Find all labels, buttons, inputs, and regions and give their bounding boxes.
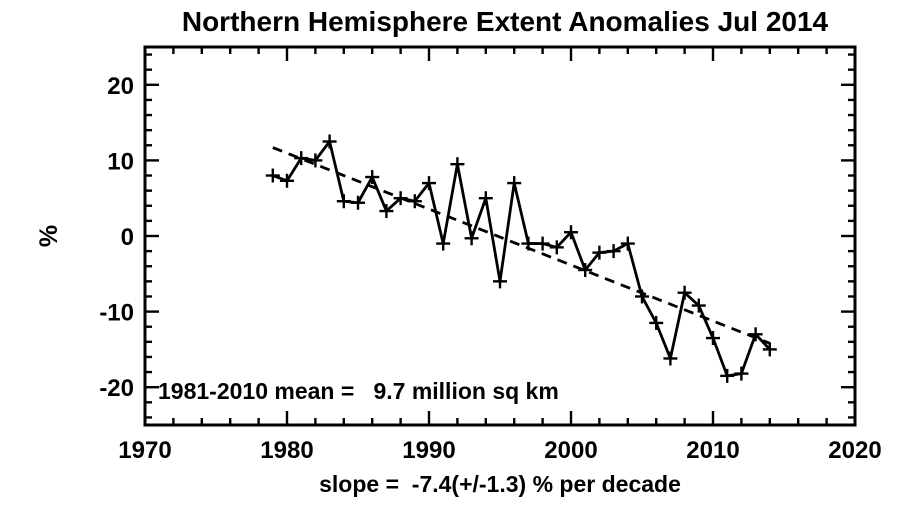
- x-tick-label: 1970: [118, 437, 171, 464]
- y-axis-label: %: [35, 225, 63, 247]
- mean-annotation: 1981-2010 mean = 9.7 million sq km: [158, 378, 559, 404]
- y-tick-label: -10: [99, 300, 134, 327]
- trend-line: [272, 146, 771, 345]
- x-tick-label: 2010: [686, 437, 739, 464]
- x-tick-label: 1980: [260, 437, 313, 464]
- tick-labels: 1970 1980 1990 2000 2010 2020 -20 -10 0 10 20: [99, 73, 881, 464]
- x-tick-label: 1990: [402, 437, 455, 464]
- x-tick-label: 2000: [544, 437, 597, 464]
- y-tick-label: 20: [107, 73, 134, 100]
- data-line: [272, 138, 771, 378]
- y-tick-label: -20: [99, 375, 134, 402]
- trend-line-group: [272, 146, 771, 345]
- plot-axes: [143, 45, 857, 427]
- chart-title: Northern Hemisphere Extent Anomalies Jul…: [182, 6, 829, 37]
- data-series-group: [265, 134, 777, 383]
- slope-annotation: slope = -7.4(+/-1.3) % per decade: [319, 471, 681, 497]
- y-tick-label: 10: [107, 148, 134, 175]
- y-tick-label: 0: [121, 224, 134, 251]
- x-tick-label: 2020: [828, 437, 881, 464]
